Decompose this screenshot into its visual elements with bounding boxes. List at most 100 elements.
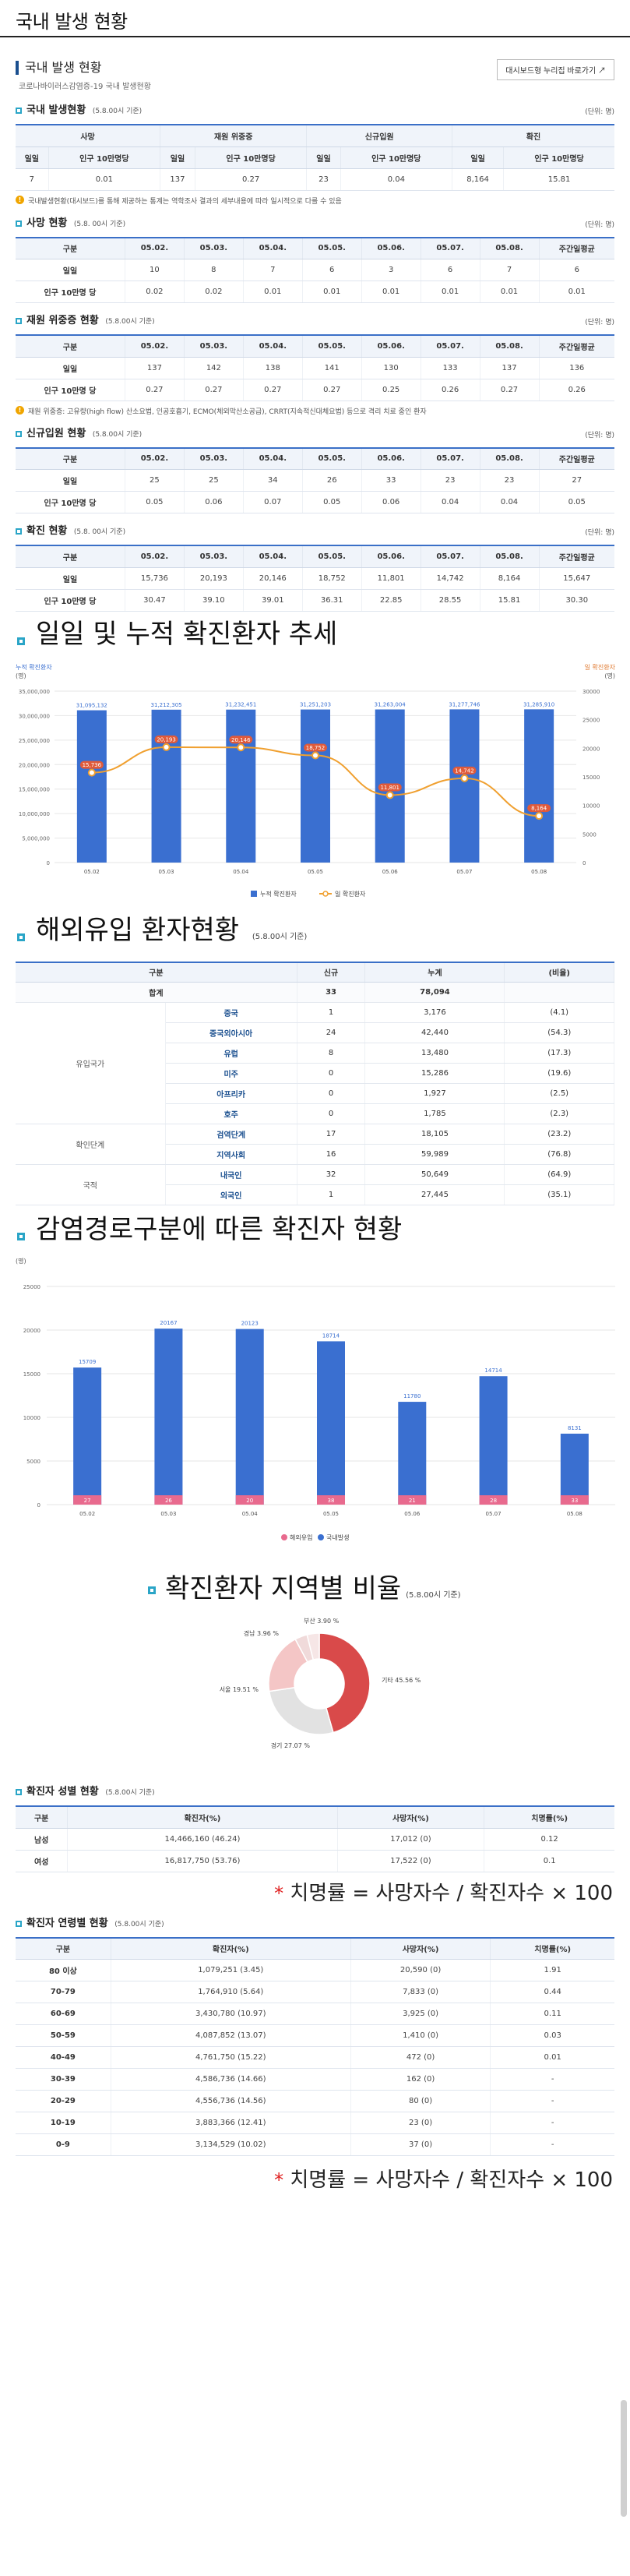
row-label: 일일 <box>16 357 125 379</box>
right-axis-unit: (명) <box>604 672 615 679</box>
table-cell: 3 <box>361 259 421 281</box>
table-cell: 8 <box>184 259 244 281</box>
dashboard-link-button[interactable]: 대시보드형 누리집 바로가기 ↗ <box>497 59 614 80</box>
gender-title: 확진자 성별 현황 (5.8.00시 기준) <box>16 1785 614 1799</box>
column-header: 05.07. <box>421 335 480 358</box>
fatality-formula: * 치명률 = 사망자수 / 확진자수 × 100 <box>274 1881 613 1905</box>
confirmed-block: 확진 현황 (5.8. 00시 기준) (단위: 명) 구분 05.02. 05.0… <box>0 524 630 612</box>
table-row: 남성 14,466,160 (46.24) 17,012 (0) 0.12 <box>16 1828 614 1851</box>
column-header: 05.06. <box>361 545 421 568</box>
category-label: 내국인 <box>165 1164 297 1185</box>
table-cell: 0 <box>297 1063 366 1084</box>
table-cell: 23 <box>480 469 540 492</box>
bar-value-label: 31,095,132 <box>76 702 107 708</box>
status-subheader: 일일 <box>160 146 195 169</box>
table-row: 일일 10 8 7 6 3 6 7 6 <box>16 259 614 281</box>
right-tick-label: 5000 <box>582 831 597 838</box>
table-row: 지역사회 16 59,989 (76.8) <box>16 1144 614 1165</box>
table-row: 40-49 4,761,750 (15.22) 472 (0) 0.01 <box>16 2046 614 2069</box>
square-bullet-icon <box>16 1789 22 1795</box>
daily-point <box>311 750 319 759</box>
table-row: 60-69 3,430,780 (10.97) 3,925 (0) 0.11 <box>16 2003 614 2025</box>
table-cell: 7,833 (0) <box>350 1981 491 2003</box>
column-header: 구분 <box>16 335 125 358</box>
table-cell: 8,164 <box>480 567 540 590</box>
left-tick-label: 35,000,000 <box>19 689 50 695</box>
table-cell: 1,079,251 (3.45) <box>111 1959 351 1981</box>
column-header: 주간일평균 <box>539 237 614 259</box>
table-cell: 0.25 <box>361 379 421 401</box>
table-cell: 0.27 <box>125 379 185 401</box>
table-cell: 15.81 <box>480 589 540 612</box>
table-row: 20-29 4,556,736 (14.56) 80 (0) - <box>16 2090 614 2112</box>
table-header-row: 구분 신규 누계 (비율) <box>16 962 614 983</box>
column-header: 주간일평균 <box>539 335 614 358</box>
row-label: 0-9 <box>16 2133 111 2156</box>
table-cell: 80 (0) <box>350 2090 491 2112</box>
y-tick-label: 5000 <box>26 1459 40 1465</box>
table-cell: (4.1) <box>504 1002 614 1023</box>
table-row: 아프리카 0 1,927 (2.5) <box>16 1083 614 1104</box>
daily-value-label: 18,752 <box>306 744 326 750</box>
column-header: 신규 <box>297 962 366 983</box>
category-label: 호주 <box>165 1103 297 1124</box>
table-cell: 4,556,736 (14.56) <box>111 2090 351 2112</box>
legend-label: 일 확진환자 <box>335 890 366 898</box>
table-cell: 1,764,910 (5.64) <box>111 1981 351 2003</box>
route-title: 감염경로구분에 따른 확진자 현황 <box>16 1212 614 1247</box>
column-header: 05.04. <box>243 335 303 358</box>
column-header: 구분 <box>16 962 297 983</box>
x-tick-label: 05.02 <box>79 1511 95 1517</box>
table-cell: 0 <box>297 1103 366 1124</box>
table-row: 확인단계 검역단계 17 18,105 (23.2) <box>16 1124 614 1165</box>
bar-value-label: 31,277,746 <box>449 701 480 708</box>
overseas-bar <box>235 1495 264 1505</box>
left-tick-label: 30,000,000 <box>19 713 50 719</box>
column-header: 확진자(%) <box>67 1806 338 1829</box>
table-cell: 0.07 <box>243 491 303 513</box>
column-header: 구분 <box>16 447 125 470</box>
table-cell: 0.44 <box>490 1981 614 2003</box>
overseas-value-label: 33 <box>571 1498 578 1504</box>
row-label: 인구 10만명 당 <box>16 491 125 513</box>
scrollbar-thumb[interactable] <box>621 2400 627 2517</box>
daily-point <box>460 774 469 782</box>
column-header: 05.02. <box>125 335 185 358</box>
table-cell: 15,647 <box>539 567 614 590</box>
deaths-title: 사망 현황 (5.8. 00시 기준) (단위: 명) <box>16 217 614 231</box>
group-label: 확인단계 <box>16 1124 166 1165</box>
table-cell: (76.8) <box>504 1144 614 1165</box>
table-cell: 1 <box>297 1002 366 1023</box>
overseas-bar <box>317 1495 345 1505</box>
admission-block: 신규입원 현황 (5.8.00시 기준) (단위: 명) 구분 05.02. 05.… <box>0 427 630 513</box>
bar-value-label: 31,232,451 <box>225 701 256 708</box>
x-tick-label: 05.03 <box>159 869 174 875</box>
table-cell: 3,925 (0) <box>350 2003 491 2025</box>
table-cell: 37 (0) <box>350 2133 491 2156</box>
status-group-header: 사망 <box>16 125 161 147</box>
table-cell: 20,590 (0) <box>350 1959 491 1981</box>
table-cell: 7 <box>480 259 540 281</box>
x-tick-label: 05.07 <box>486 1511 502 1517</box>
table-cell: 0.27 <box>302 379 362 401</box>
right-tick-label: 25000 <box>582 717 600 723</box>
status-subheader: 일일 <box>306 146 341 169</box>
table-cell: 472 (0) <box>350 2046 491 2069</box>
x-tick-label: 05.04 <box>233 869 249 875</box>
table-row: 10-19 3,883,366 (12.41) 23 (0) - <box>16 2112 614 2134</box>
overseas-value-label: 20 <box>246 1498 253 1504</box>
overseas-bar <box>479 1495 508 1505</box>
domestic-bar <box>398 1402 427 1505</box>
table-header-row: 구분 확진자(%) 사망자(%) 치명률(%) <box>16 1806 614 1829</box>
column-header: 05.08. <box>480 335 540 358</box>
table-header-row: 구분 05.02. 05.03. 05.04. 05.05. 05.06. 05.07. 05… <box>16 447 614 470</box>
left-axis-unit: (명) <box>16 672 26 679</box>
square-bullet-icon <box>16 430 22 437</box>
table-header-row: 구분 05.02. 05.03. 05.04. 05.05. 05.06. 05.07. 05… <box>16 237 614 259</box>
table-cell: 32 <box>297 1164 366 1185</box>
row-label: 40-49 <box>16 2046 111 2069</box>
pie-slice-label: 경남 3.96 % <box>244 1629 280 1637</box>
page-title: 국내 발생 현황 <box>16 11 128 33</box>
row-label: 10-19 <box>16 2112 111 2134</box>
legend-bar-swatch <box>251 890 257 897</box>
